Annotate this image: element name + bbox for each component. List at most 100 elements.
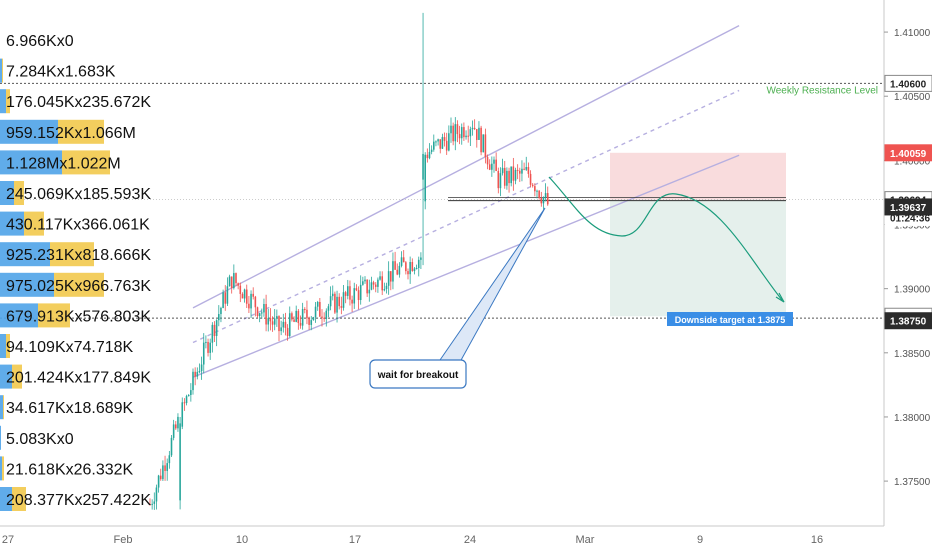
candle-body-131 <box>430 149 433 152</box>
candle-body-38 <box>230 276 233 289</box>
candle-body-122 <box>411 262 414 272</box>
callout-text: wait for breakout <box>377 370 459 381</box>
candle-body-124 <box>415 267 418 269</box>
vp-label-1: 7.284Kx1.683K <box>6 64 116 81</box>
candle-body-155 <box>482 134 485 153</box>
vp-label-3: 959.152Kx1.066M <box>6 125 136 142</box>
vp-buy-bar-7 <box>0 242 50 267</box>
candle-body-44 <box>243 289 246 299</box>
candle-body-69 <box>297 310 300 324</box>
vp-sell-bar-4 <box>62 150 110 175</box>
candle-body-143 <box>456 124 459 135</box>
candle-body-77 <box>314 306 317 318</box>
candle-body-173 <box>521 168 523 174</box>
candle-body-12 <box>175 424 177 429</box>
channel-upper-line <box>192 25 740 309</box>
candle-body-160 <box>493 159 495 164</box>
time-label-2: 10 <box>236 534 248 546</box>
candle-body-110 <box>385 285 388 290</box>
candle-body-19 <box>190 390 192 396</box>
candle-body-108 <box>381 276 383 291</box>
price-badge-label-3: 01:24:36 <box>890 213 930 224</box>
vp-buy-bar-11 <box>0 364 12 389</box>
candle-body-179 <box>534 186 536 192</box>
vp-label-15: 208.377Kx257.422K <box>6 492 151 509</box>
vp-label-12: 34.617Kx18.689K <box>6 400 134 417</box>
candle-body-158 <box>488 164 491 170</box>
candle-body-53 <box>263 304 265 313</box>
candle-body-109 <box>383 289 386 291</box>
candle-body-168 <box>510 166 512 184</box>
candle-body-139 <box>448 133 450 151</box>
candle-body-48 <box>252 293 254 297</box>
candle-body-142 <box>454 124 457 142</box>
candle-body-5 <box>159 475 162 480</box>
candle-body-180 <box>536 190 538 192</box>
candle-body-106 <box>377 279 379 287</box>
vp-buy-bar-4 <box>0 150 62 175</box>
candle-body-0 <box>149 504 151 506</box>
candle-body-52 <box>261 312 263 314</box>
candle-body-144 <box>458 134 461 139</box>
candle-body-119 <box>405 262 407 272</box>
candle-body-13 <box>177 416 179 429</box>
candle-body-83 <box>327 306 330 311</box>
candle-body-29 <box>211 324 214 343</box>
candles <box>149 12 549 510</box>
candle-body-78 <box>316 301 319 307</box>
candle-body-96 <box>355 288 358 291</box>
candle-body-95 <box>353 288 356 304</box>
price-badge-label-1: 1.40059 <box>890 149 927 160</box>
vp-buy-bar-15 <box>0 487 12 511</box>
candle-body-88 <box>338 296 340 307</box>
candle-body-114 <box>394 261 396 270</box>
candle-body-27 <box>207 341 209 353</box>
candle-body-156 <box>484 134 487 158</box>
candle-body-85 <box>331 293 334 297</box>
candle-body-8 <box>166 463 168 471</box>
candle-body-164 <box>501 167 504 174</box>
vp-buy-bar-9 <box>0 303 38 328</box>
candle-body-102 <box>368 289 371 294</box>
candle-body-147 <box>465 135 467 138</box>
vp-buy-bar-5 <box>0 181 14 205</box>
vp-buy-bar-6 <box>0 211 24 236</box>
candle-body-41 <box>237 283 239 286</box>
candle-body-113 <box>392 261 394 282</box>
candle-body-157 <box>486 157 489 165</box>
candle-body-64 <box>286 327 289 336</box>
vp-sell-bar-14 <box>2 456 4 481</box>
candle-body-30 <box>213 324 216 336</box>
candle-body-117 <box>400 257 403 266</box>
candle-body-128 <box>424 154 426 202</box>
candle-body-28 <box>209 342 211 353</box>
candle-body-50 <box>256 307 259 317</box>
candle-body-36 <box>226 286 229 304</box>
candle-body-148 <box>467 135 469 137</box>
candle-body-152 <box>476 129 478 140</box>
vp-sell-bar-12 <box>3 395 4 420</box>
vp-sell-bar-1 <box>2 58 3 83</box>
candle-body-66 <box>291 313 293 320</box>
candle-body-34 <box>222 292 224 308</box>
candle-body-35 <box>224 292 227 304</box>
price-tick-label-2: 1.40000 <box>894 156 931 167</box>
candle-body-18 <box>187 395 190 397</box>
candle-body-101 <box>366 279 368 294</box>
candle-body-16 <box>183 402 186 404</box>
candle-body-57 <box>271 321 274 325</box>
candle-body-81 <box>323 317 325 320</box>
candle-body-125 <box>417 259 420 268</box>
candle-body-40 <box>235 273 237 284</box>
candle-body-145 <box>460 127 463 139</box>
candle-body-178 <box>531 184 534 187</box>
candle-body-32 <box>218 314 220 321</box>
candle-body-162 <box>497 170 500 189</box>
candle-body-51 <box>258 313 261 317</box>
candle-body-181 <box>538 190 540 198</box>
candle-body-14 <box>179 423 181 501</box>
candle-body-138 <box>445 140 448 151</box>
vp-label-0: 6.966Kx0 <box>6 33 74 50</box>
vp-sell-bar-9 <box>38 303 70 328</box>
vp-sell-bar-5 <box>14 181 24 205</box>
